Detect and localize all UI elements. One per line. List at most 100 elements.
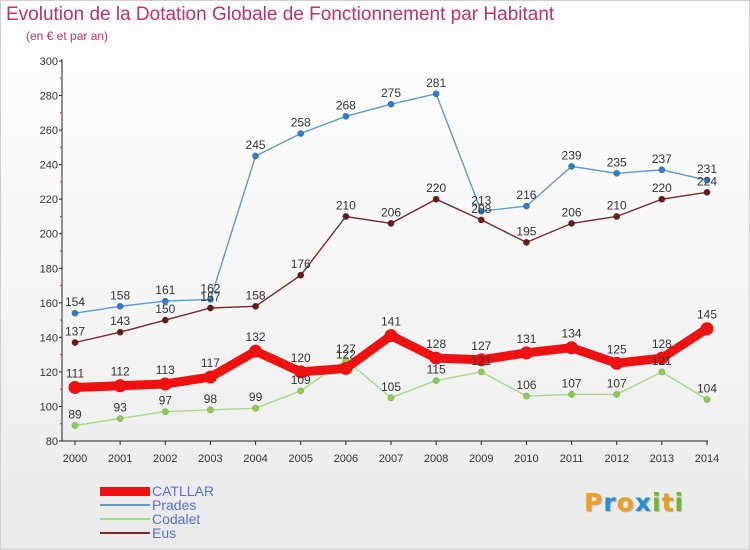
data-point-codalet — [703, 396, 711, 403]
data-point-codalet — [297, 387, 305, 395]
x-tick-label: 2013 — [650, 453, 674, 465]
data-point-eus — [252, 302, 260, 310]
data-point-catllar — [610, 356, 624, 370]
logo-letter: r — [603, 488, 617, 517]
data-label-prades: 239 — [562, 148, 582, 162]
x-tick-label: 2006 — [334, 453, 358, 465]
data-point-codalet — [71, 422, 79, 429]
data-point-prades — [252, 152, 260, 160]
x-tick-label: 2002 — [153, 453, 177, 465]
data-point-prades — [387, 100, 395, 108]
data-label-eus: 220 — [652, 181, 672, 195]
logo-letter: i — [674, 488, 685, 517]
legend-label: Eus — [152, 525, 177, 541]
data-point-prades — [613, 169, 621, 177]
data-label-catllar: 122 — [336, 347, 356, 361]
data-point-codalet — [252, 404, 260, 412]
y-tick-label: 300 — [40, 56, 58, 68]
data-label-prades: 235 — [607, 155, 627, 169]
y-tick-label: 180 — [40, 263, 58, 275]
data-point-eus — [522, 238, 530, 246]
data-label-catllar: 128 — [426, 337, 446, 351]
data-point-codalet — [658, 368, 666, 376]
data-point-codalet — [477, 368, 485, 376]
data-point-prades — [522, 202, 530, 210]
data-point-eus — [297, 271, 305, 279]
data-point-catllar — [339, 361, 353, 375]
data-label-catllar: 128 — [652, 337, 672, 351]
data-point-codalet — [206, 406, 214, 414]
legend-swatch — [100, 486, 150, 496]
data-point-eus — [613, 213, 621, 220]
data-point-eus — [658, 195, 666, 203]
data-point-prades — [477, 207, 485, 215]
data-label-eus: 157 — [200, 290, 220, 304]
data-point-catllar — [429, 351, 443, 365]
data-point-prades — [206, 295, 214, 303]
data-label-codalet: 99 — [249, 390, 263, 404]
y-tick-label: 280 — [40, 91, 58, 103]
data-label-codalet: 93 — [113, 401, 127, 415]
legend-swatch — [100, 532, 150, 534]
data-label-codalet: 127 — [336, 342, 356, 356]
logo-letter: x — [634, 488, 652, 517]
data-label-eus: 224 — [697, 174, 717, 188]
data-point-catllar — [203, 370, 217, 384]
y-tick-label: 100 — [40, 401, 58, 413]
data-point-eus — [387, 219, 395, 227]
data-label-eus: 220 — [426, 181, 446, 195]
data-point-codalet — [522, 392, 530, 400]
logo-letter: o — [616, 488, 635, 517]
legend-swatch — [100, 518, 150, 520]
x-tick-label: 2007 — [379, 453, 403, 465]
data-label-codalet: 97 — [159, 394, 173, 408]
x-tick-label: 2001 — [108, 453, 132, 465]
data-point-eus — [568, 219, 576, 227]
data-point-eus — [703, 188, 711, 196]
data-label-eus: 143 — [110, 314, 130, 328]
data-label-prades: 216 — [516, 188, 536, 202]
proxiti-logo: Proxiti — [584, 488, 684, 517]
data-point-catllar — [384, 329, 398, 343]
data-point-catllar — [68, 380, 82, 394]
data-point-catllar — [294, 365, 308, 379]
x-tick-label: 2000 — [63, 453, 87, 465]
data-point-eus — [432, 195, 440, 203]
data-label-catllar: 145 — [697, 308, 717, 322]
data-point-prades — [342, 112, 350, 120]
data-label-codalet: 105 — [381, 380, 401, 394]
data-label-eus: 150 — [155, 302, 175, 316]
data-point-catllar — [158, 377, 172, 391]
x-tick-label: 2005 — [288, 453, 312, 465]
data-point-codalet — [116, 415, 124, 422]
x-tick-label: 2011 — [560, 453, 584, 465]
data-point-codalet — [387, 394, 395, 402]
data-point-eus — [161, 316, 169, 324]
data-label-codalet: 89 — [68, 407, 82, 421]
y-tick-label: 120 — [40, 367, 58, 379]
data-point-prades — [658, 166, 666, 174]
data-label-catllar: 125 — [607, 342, 627, 356]
data-label-prades: 237 — [652, 152, 672, 166]
data-label-catllar: 113 — [156, 363, 175, 377]
data-label-prades: 231 — [697, 162, 717, 176]
data-label-eus: 137 — [65, 325, 85, 339]
data-label-eus: 210 — [336, 198, 356, 212]
data-label-catllar: 112 — [111, 365, 130, 379]
logo-letter: i — [652, 488, 662, 517]
data-label-eus: 158 — [246, 288, 266, 302]
data-point-prades — [432, 90, 440, 98]
legend-label: CATLLAR — [152, 483, 214, 499]
data-label-prades: 158 — [110, 288, 130, 302]
data-label-codalet: 104 — [697, 382, 717, 396]
data-label-eus: 176 — [291, 257, 311, 271]
data-label-prades: 162 — [200, 281, 220, 295]
data-label-codalet: 106 — [516, 378, 536, 392]
data-point-eus — [206, 304, 214, 312]
data-point-catllar — [519, 346, 533, 360]
data-point-eus — [71, 339, 79, 346]
logo-letter: P — [584, 488, 604, 517]
chart-subtitle: (en € et par an) — [26, 29, 109, 43]
data-label-catllar: 120 — [291, 351, 311, 365]
